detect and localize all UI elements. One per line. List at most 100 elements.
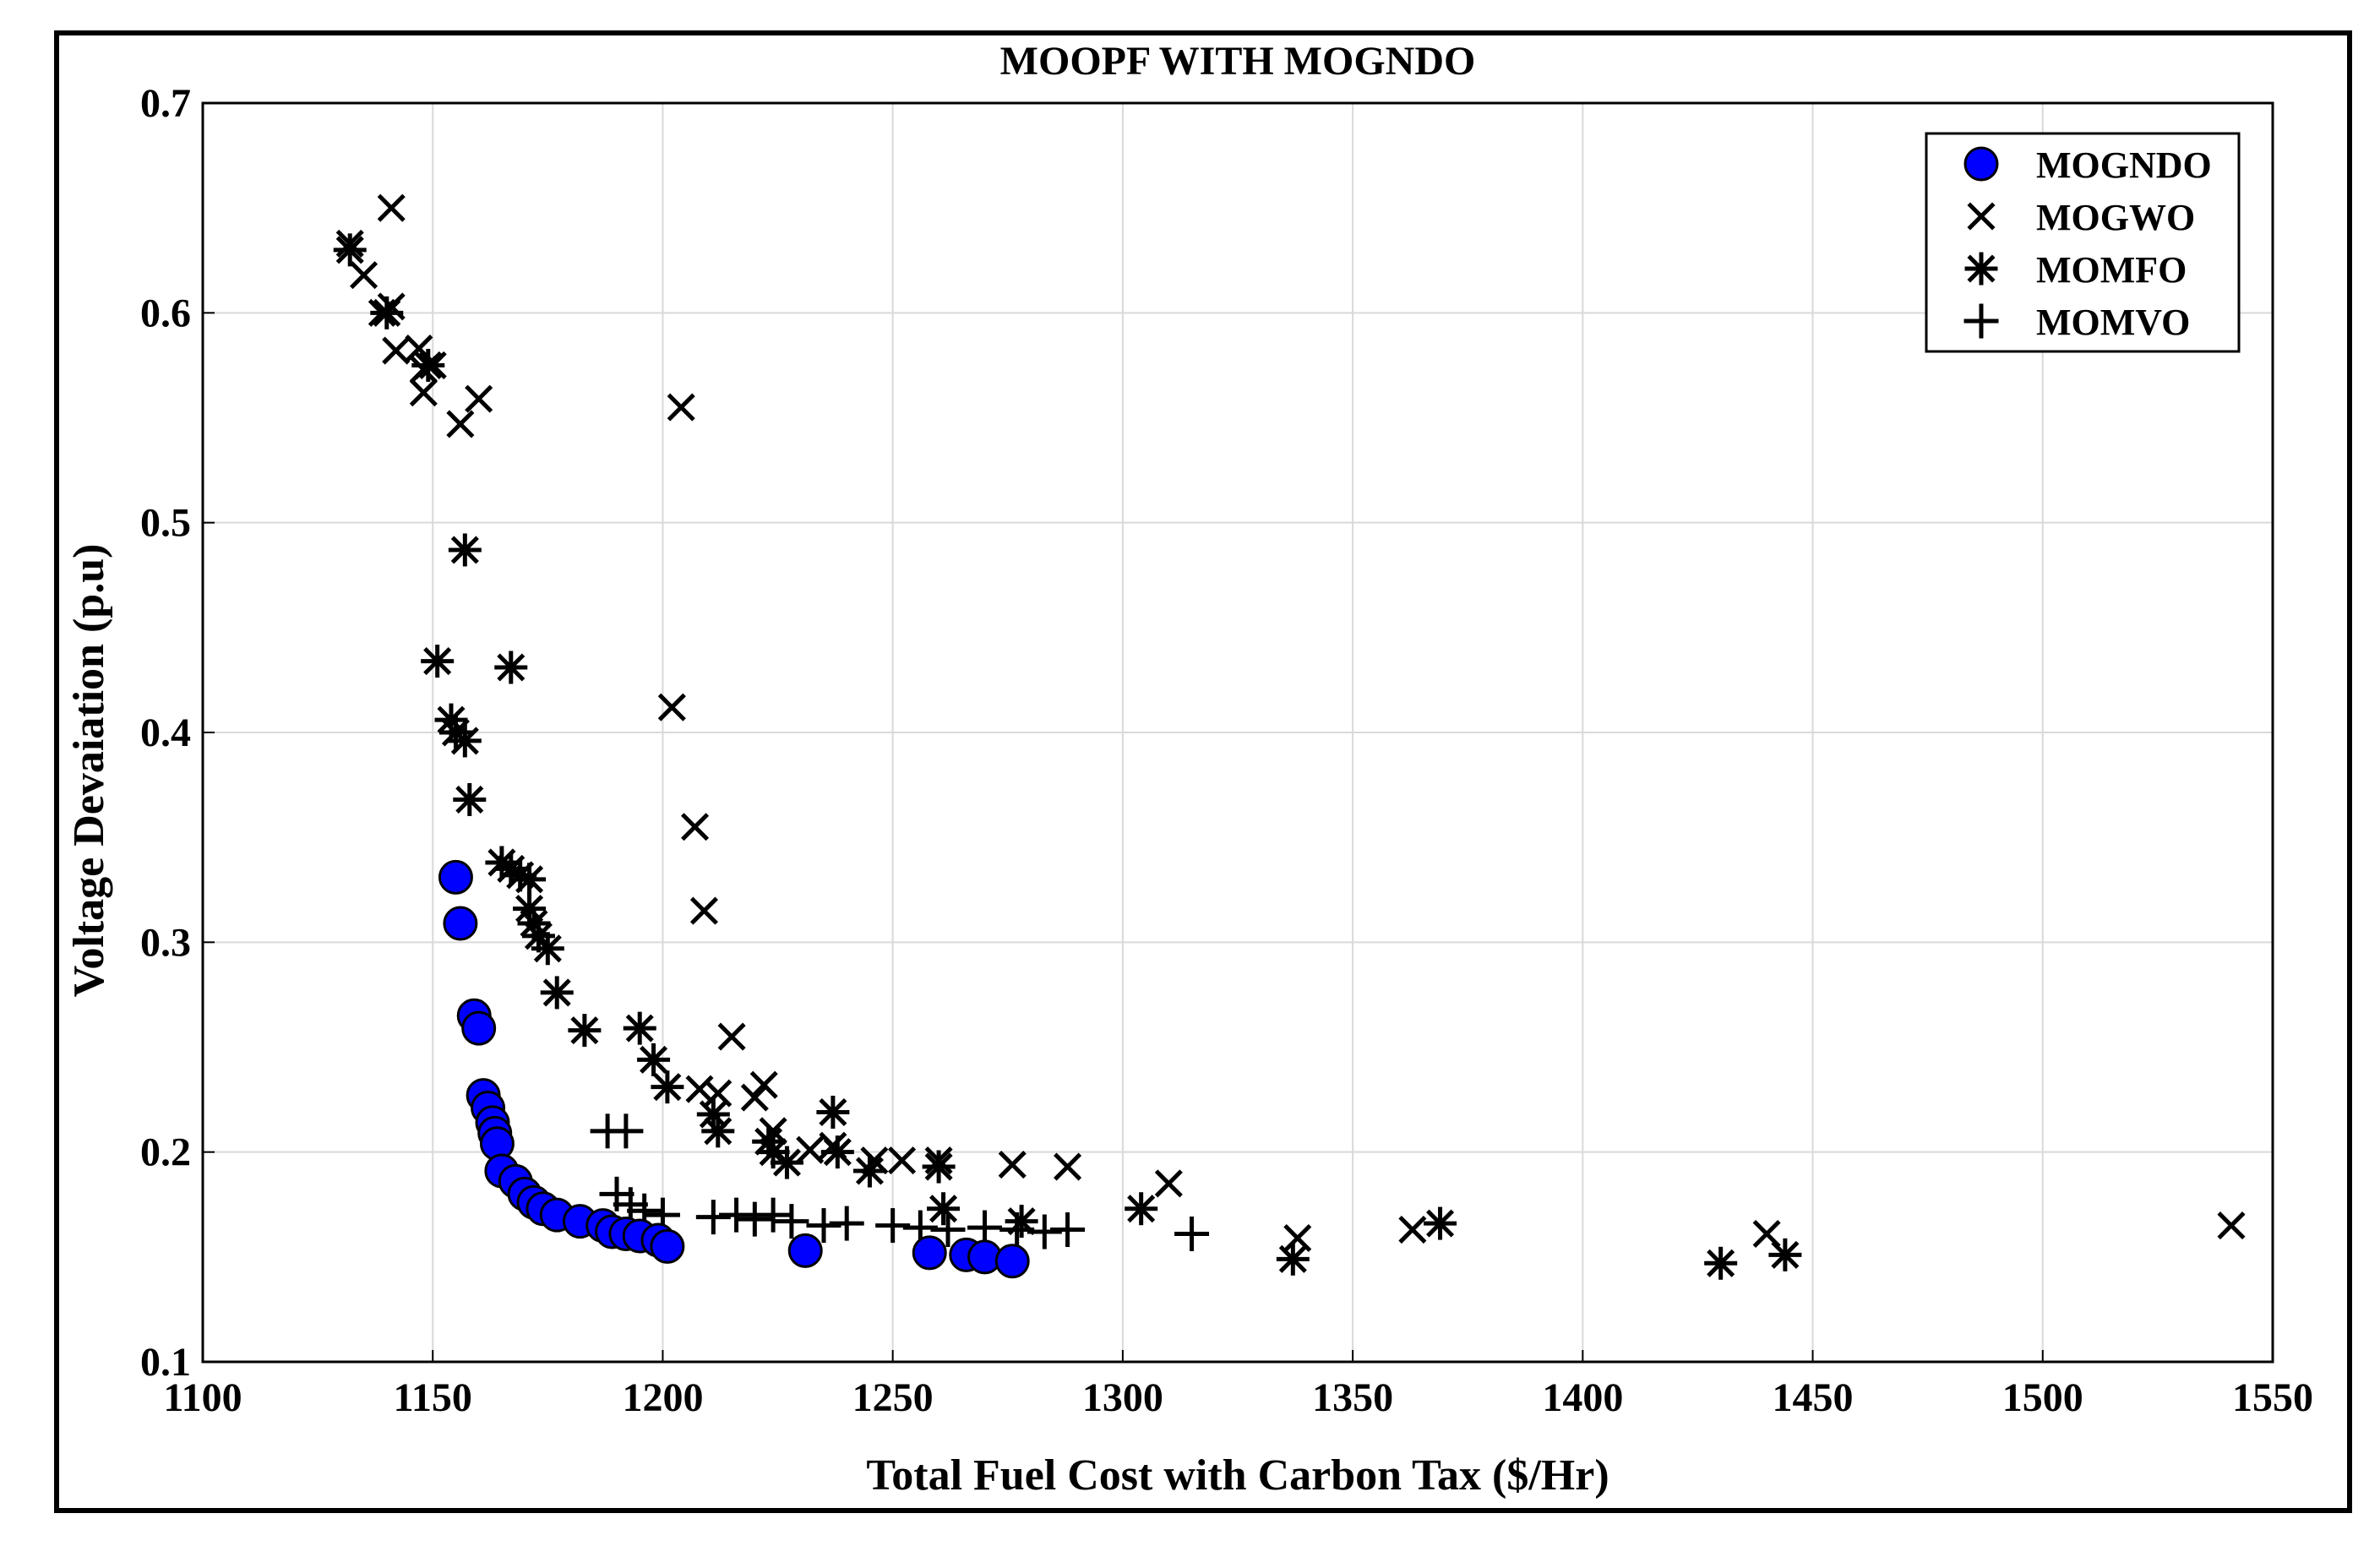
marker-stroke (1398, 1216, 1427, 1244)
mogndo-point (438, 859, 473, 895)
mogwo-point (382, 336, 411, 365)
y-tick-label: 0.6 (140, 291, 191, 335)
mogwo-point (377, 193, 406, 222)
momvo-point (902, 1210, 938, 1245)
mogwo-point (1054, 1152, 1082, 1181)
momfo-point (448, 724, 482, 758)
momfo-point (623, 1011, 656, 1045)
legend-label-momvo: MOMVO (2036, 302, 2190, 343)
x-tick-label: 1400 (1542, 1375, 1623, 1420)
momvo-point (875, 1208, 911, 1244)
momfo-point (770, 1146, 803, 1179)
x-axis-label: Total Fuel Cost with Carbon Tax ($/Hr) (866, 1451, 1609, 1500)
momvo-point (1050, 1212, 1086, 1248)
mogndo-point (787, 1233, 823, 1268)
x-tick-label: 1450 (1773, 1375, 1854, 1420)
mogwo-point (667, 393, 695, 422)
momfo-point (1424, 1206, 1457, 1240)
marker-stroke (2217, 1211, 2246, 1240)
plot-area-border (201, 101, 2274, 1364)
y-tick-label: 0.3 (140, 920, 191, 965)
momfo-point (820, 1135, 854, 1169)
marker-stroke (1054, 1152, 1082, 1181)
marker-stroke (667, 393, 695, 422)
mogwo-point (681, 813, 710, 841)
mogwo-point (409, 378, 438, 407)
momvo-point (613, 1187, 648, 1222)
mogwo-point (1283, 1223, 1312, 1253)
marker-stroke (681, 813, 710, 841)
momfo-point (517, 906, 551, 940)
mogwo-point (446, 410, 475, 438)
mogndo-point (650, 1228, 685, 1264)
momvo-point (1174, 1217, 1210, 1252)
mogwo-point (749, 1070, 778, 1099)
mogwo-point (657, 693, 686, 721)
momfo-point (1768, 1238, 1802, 1271)
momfo-point (333, 233, 367, 267)
momfo-point (411, 348, 445, 382)
momvo-point (774, 1204, 809, 1239)
legend-marker-mogndo (1963, 146, 1999, 182)
mogwo-point (1398, 1216, 1427, 1244)
momfo-point (1704, 1246, 1738, 1280)
legend-label-momfo: MOMFO (2036, 249, 2187, 291)
marker-stroke (1283, 1223, 1312, 1253)
marker-stroke (689, 896, 718, 925)
chart-frame (54, 30, 2352, 1513)
y-tick-label: 0.1 (140, 1340, 191, 1385)
mogwo-point (796, 1135, 825, 1164)
momfo-point (852, 1154, 886, 1188)
marker-stroke (377, 193, 406, 222)
marker-stroke (796, 1135, 825, 1164)
marker-stroke (1154, 1169, 1183, 1198)
marker-stroke (446, 410, 475, 438)
momfo-point (637, 1043, 671, 1076)
marker-stroke (740, 1083, 769, 1112)
momfo-point (756, 1135, 790, 1169)
momvo-point (967, 1210, 1003, 1245)
x-tick-label: 1550 (2232, 1375, 2313, 1420)
momfo-point (701, 1114, 735, 1148)
x-tick-label: 1350 (1312, 1375, 1393, 1420)
marker-stroke (465, 384, 493, 413)
momfo-point (651, 1070, 684, 1104)
momfo-point (1125, 1192, 1158, 1226)
mogndo-point (994, 1244, 1030, 1279)
axes: 1100 1150 1200 1250 1300 1350 1400 1450 1500 1550… (140, 81, 2313, 1420)
mogwo-point (350, 261, 379, 290)
momvo-point (719, 1197, 754, 1233)
momfo-point (513, 863, 547, 896)
chart-title: MOOPF WITH MOGNDO (1000, 39, 1476, 84)
mogndo-point (461, 1010, 497, 1046)
mogwo-point (740, 1083, 769, 1112)
mogwo-point (1154, 1169, 1183, 1198)
mogwo-point (998, 1151, 1027, 1179)
momfo-point (531, 932, 564, 966)
momvo-point (999, 1212, 1035, 1248)
momvo-point (755, 1197, 791, 1233)
y-tick-label: 0.5 (140, 501, 191, 546)
x-tick-label: 1500 (2002, 1375, 2083, 1420)
marker-stroke (382, 336, 411, 365)
legend-marker-momvo (1963, 303, 1999, 339)
mogwo-point (2217, 1211, 2246, 1240)
mogwo-point (888, 1146, 917, 1175)
y-tick-label: 0.7 (140, 81, 191, 126)
momfo-point (1276, 1242, 1310, 1276)
x-tick-label: 1300 (1082, 1375, 1163, 1420)
mogwo-point (689, 896, 718, 925)
momvo-point (829, 1206, 864, 1241)
marker-stroke (350, 261, 379, 290)
momfo-point (453, 782, 487, 816)
momfo-point (922, 1150, 956, 1184)
marker-stroke (657, 693, 686, 721)
legend-label-mogwo: MOGWO (2036, 197, 2195, 238)
mogndo-point (912, 1235, 947, 1271)
legend-label-mogndo: MOGNDO (2036, 144, 2212, 186)
marker-stroke (1752, 1219, 1781, 1249)
marker-stroke (1967, 202, 1996, 231)
momfo-point (816, 1095, 850, 1129)
marker-stroke (405, 335, 433, 363)
